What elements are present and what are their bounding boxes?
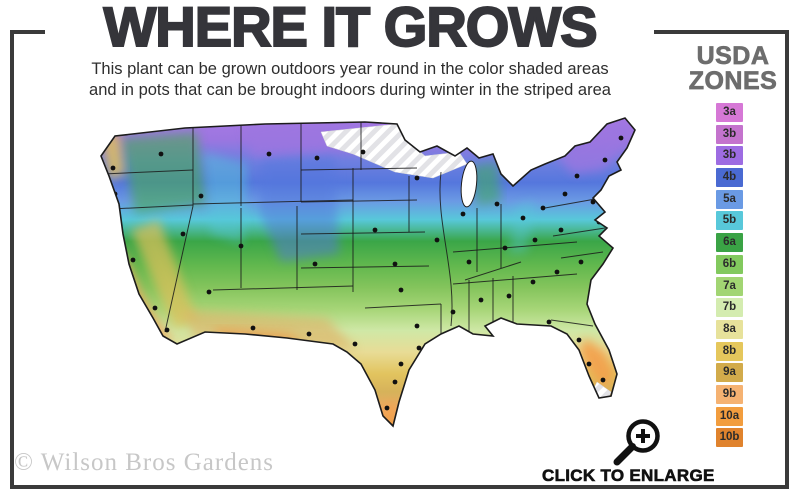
city-dot — [416, 345, 422, 351]
zone-swatch-3b: 3b — [716, 124, 743, 144]
zone-swatch-3a: 3a — [716, 103, 743, 122]
page-title: WHERE IT GROWS — [102, 0, 598, 58]
city-dot — [158, 151, 164, 157]
city-dot — [482, 349, 488, 355]
city-dot — [460, 211, 466, 217]
zone-legend: 3a 3b 3b 4b 5a 5b 6a 6b 7a 7b 8a 8b 9a 9b 10a 10b — [716, 103, 743, 448]
frame-border-right — [785, 30, 789, 489]
zone-swatch-6b: 6b — [716, 254, 743, 274]
city-dot — [586, 361, 592, 367]
frame-border-left — [10, 30, 14, 489]
michigan-green — [471, 162, 501, 206]
zone-swatch-7b: 7b — [716, 298, 743, 318]
city-dot — [558, 227, 564, 233]
city-dot — [392, 379, 398, 385]
city-dot — [130, 257, 136, 263]
city-dot — [398, 361, 404, 367]
legend-heading-line-1: USDA — [696, 42, 770, 70]
city-dot — [164, 327, 170, 333]
city-dot — [602, 157, 608, 163]
rockies-blue — [259, 156, 339, 262]
zone-swatch-10b: 10b — [716, 428, 743, 448]
city-dot — [452, 355, 458, 361]
city-dot — [414, 175, 420, 181]
subtitle: This plant can be grown outdoors year ro… — [30, 59, 670, 101]
city-marker-dots — [110, 135, 624, 411]
city-dot — [414, 323, 420, 329]
city-dot — [314, 155, 320, 161]
zone-swatch-5a: 5a — [716, 189, 743, 209]
city-dot — [520, 215, 526, 221]
city-dot — [502, 245, 508, 251]
usa-hardiness-zone-map[interactable] — [65, 112, 665, 472]
city-dot — [618, 135, 624, 141]
city-dot — [450, 309, 456, 315]
city-dot — [434, 237, 440, 243]
city-dot — [562, 191, 568, 197]
zone-swatch-9a: 9a — [716, 363, 743, 383]
city-dot — [398, 287, 404, 293]
city-dot — [312, 261, 318, 267]
lake-michigan — [460, 160, 478, 208]
zone-swatch-4b: 4b — [716, 168, 743, 188]
city-dot — [506, 293, 512, 299]
city-dot — [554, 269, 560, 275]
city-dot — [152, 305, 158, 311]
city-dot — [352, 341, 358, 347]
frame-border-top-left — [10, 30, 45, 34]
zone-swatch-5b: 5b — [716, 211, 743, 231]
city-dot — [532, 237, 538, 243]
city-dot — [578, 259, 584, 265]
magnifier-zoom-icon[interactable] — [612, 412, 672, 468]
zone-swatch-9b: 9b — [716, 384, 743, 404]
zone-swatch-8a: 8a — [716, 319, 743, 339]
city-dot — [384, 405, 390, 411]
city-dot — [600, 377, 606, 383]
city-dot — [494, 201, 500, 207]
city-dot — [576, 337, 582, 343]
city-dot — [198, 193, 204, 199]
city-dot — [110, 165, 116, 171]
zone-swatch-8b: 8b — [716, 341, 743, 361]
click-to-enlarge-button[interactable]: CLICK TO ENLARGE — [542, 466, 715, 486]
california-gold — [131, 220, 197, 330]
city-dot — [466, 259, 472, 265]
city-dot — [180, 231, 186, 237]
city-dot — [574, 173, 580, 179]
city-dot — [266, 151, 272, 157]
northeast-purple — [555, 120, 633, 174]
city-dot — [372, 227, 378, 233]
zone-swatch-3b: 3b — [716, 146, 743, 166]
city-dot — [238, 243, 244, 249]
city-dot — [514, 337, 520, 343]
city-dot — [306, 331, 312, 337]
pnw-green — [121, 132, 207, 214]
city-dot — [546, 319, 552, 325]
city-dot — [360, 149, 366, 155]
legend-heading: USDA ZONES — [683, 42, 783, 95]
city-dot — [250, 325, 256, 331]
city-dot — [540, 205, 546, 211]
frame-border-bottom — [10, 485, 789, 489]
city-dot — [530, 279, 536, 285]
idaho-cyan — [203, 152, 247, 244]
appalachia-cyan — [509, 200, 535, 254]
watermark: © Wilson Bros Gardens — [14, 449, 275, 476]
subtitle-line-2: and in pots that can be brought indoors … — [89, 81, 611, 99]
subtitle-line-1: This plant can be grown outdoors year ro… — [91, 60, 609, 78]
city-dot — [392, 261, 398, 267]
frame-border-top-right — [654, 30, 789, 34]
city-dot — [478, 297, 484, 303]
zone-swatch-10a: 10a — [716, 406, 743, 426]
florida-orange — [579, 338, 615, 390]
city-dot — [590, 199, 596, 205]
legend-heading-line-2: ZONES — [688, 67, 778, 95]
zone-swatch-6a: 6a — [716, 233, 743, 253]
zone-swatch-7a: 7a — [716, 276, 743, 296]
city-dot — [206, 289, 212, 295]
state-boundaries — [102, 122, 606, 336]
